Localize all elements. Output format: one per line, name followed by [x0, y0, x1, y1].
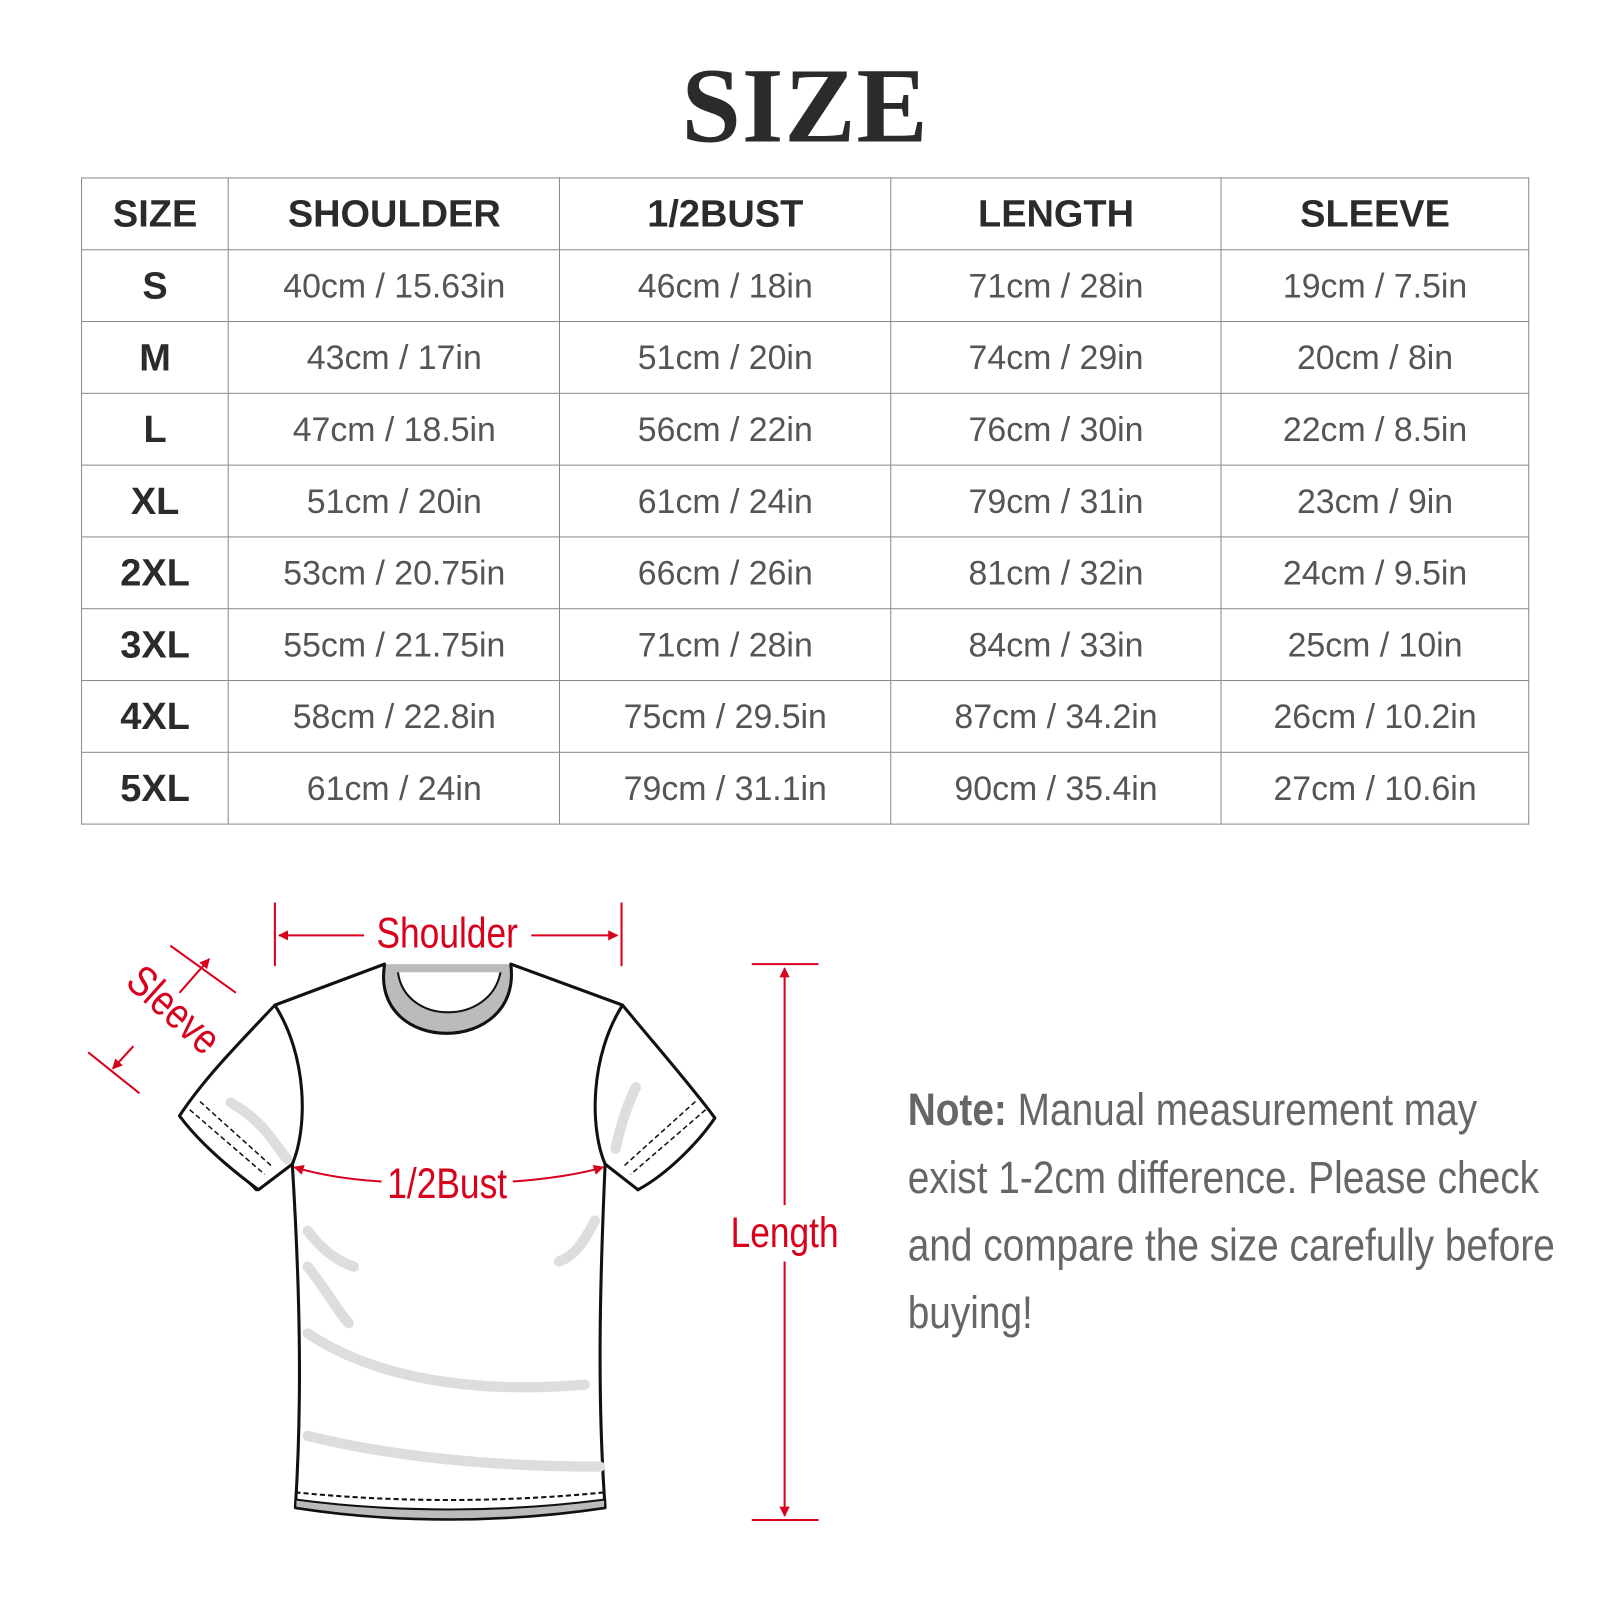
measurement-cell: 25cm / 10in	[1220, 608, 1530, 682]
measurement-cell: 79cm / 31.1in	[559, 751, 892, 825]
measurement-cell: 56cm / 22in	[559, 392, 892, 466]
measurement-cell: 24cm / 9.5in	[1220, 536, 1530, 610]
column-header: SIZE	[81, 177, 230, 251]
measurement-cell: 74cm / 29in	[890, 321, 1222, 394]
size-table: SIZE SHOULDER 1/2BUST LENGTH SLEEVE S 40cm / …	[81, 177, 1530, 825]
table-row: XL 51cm / 20in 61cm / 24in 79cm / 31in 23cm …	[81, 464, 1530, 538]
measurement-cell: 61cm / 24in	[559, 464, 892, 538]
measurement-cell: 40cm / 15.63in	[228, 249, 561, 323]
measurement-cell: 51cm / 20in	[559, 321, 892, 394]
table-row: M 43cm / 17in 51cm / 20in 74cm / 29in 20cm /…	[81, 321, 1530, 394]
column-header: SHOULDER	[228, 177, 561, 251]
table-row: L 47cm / 18.5in 56cm / 22in 76cm / 30in 22cm…	[81, 392, 1530, 466]
measurement-cell: 76cm / 30in	[890, 392, 1222, 466]
size-cell: 4XL	[81, 679, 230, 753]
size-cell: 2XL	[81, 536, 230, 610]
measurement-cell: 71cm / 28in	[559, 608, 892, 682]
measurement-cell: 53cm / 20.75in	[228, 536, 561, 610]
measurement-cell: 84cm / 33in	[890, 608, 1222, 682]
table-header-row: SIZE SHOULDER 1/2BUST LENGTH SLEEVE	[81, 177, 1530, 251]
measurement-cell: 23cm / 9in	[1220, 464, 1530, 538]
size-cell: S	[81, 249, 230, 323]
measurement-annotations	[87, 902, 819, 1522]
size-cell: 3XL	[81, 608, 230, 682]
measurement-cell: 27cm / 10.6in	[1220, 751, 1530, 825]
measurement-cell: 19cm / 7.5in	[1220, 249, 1530, 323]
measurement-cell: 90cm / 35.4in	[890, 751, 1222, 825]
size-cell: XL	[81, 464, 230, 538]
measurement-cell: 71cm / 28in	[890, 249, 1222, 323]
measurement-cell: 66cm / 26in	[559, 536, 892, 610]
measurement-cell: 55cm / 21.75in	[228, 608, 561, 682]
table-row: 4XL 58cm / 22.8in 75cm / 29.5in 87cm / 34.2…	[81, 679, 1530, 753]
size-cell: L	[81, 392, 230, 466]
measurement-cell: 46cm / 18in	[559, 249, 892, 323]
note-body: Manual measurement may exist 1-2cm diffe…	[907, 1085, 1555, 1339]
column-header: 1/2BUST	[559, 177, 892, 251]
measurement-cell: 87cm / 34.2in	[890, 679, 1222, 753]
measurement-cell: 22cm / 8.5in	[1220, 392, 1530, 466]
measurement-cell: 26cm / 10.2in	[1220, 679, 1530, 753]
measurement-cell: 81cm / 32in	[890, 536, 1222, 610]
length-label: Length	[731, 1209, 839, 1257]
column-header: LENGTH	[890, 177, 1222, 251]
table-row: 5XL 61cm / 24in 79cm / 31.1in 90cm / 35.4in…	[81, 751, 1530, 825]
measurement-cell: 79cm / 31in	[890, 464, 1222, 538]
note-text: Note: Manual measurement may exist 1-2cm…	[908, 1077, 1561, 1348]
size-cell: M	[81, 321, 230, 394]
table-row: 2XL 53cm / 20.75in 66cm / 26in 81cm / 32in 2…	[81, 536, 1530, 610]
tshirt-icon	[177, 962, 717, 1521]
table-row: 3XL 55cm / 21.75in 71cm / 28in 84cm / 33in 2…	[81, 608, 1530, 682]
sleeve-label: Sleeve	[117, 956, 229, 1064]
measurement-cell: 58cm / 22.8in	[228, 679, 561, 753]
measurement-cell: 61cm / 24in	[228, 751, 561, 825]
size-cell: 5XL	[81, 751, 230, 825]
table-row: S 40cm / 15.63in 46cm / 18in 71cm / 28in 19c…	[81, 249, 1530, 323]
measurement-cell: 43cm / 17in	[228, 321, 561, 394]
shoulder-label: Shoulder	[377, 909, 518, 957]
note-label: Note:	[907, 1085, 1007, 1136]
column-header: SLEEVE	[1220, 177, 1530, 251]
bust-label: 1/2Bust	[387, 1160, 507, 1208]
measurement-cell: 75cm / 29.5in	[559, 679, 892, 753]
page-title: SIZE	[681, 47, 929, 166]
measurement-cell: 51cm / 20in	[228, 464, 561, 538]
measurement-cell: 20cm / 8in	[1220, 321, 1530, 394]
